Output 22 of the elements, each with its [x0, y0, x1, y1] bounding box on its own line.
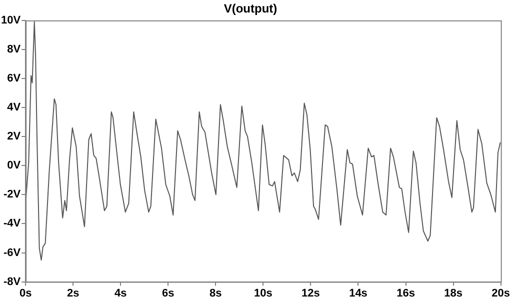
y-tick-label: 8V: [7, 43, 22, 56]
y-tick-label: 6V: [7, 72, 22, 85]
y-tick-label: 10V: [0, 14, 22, 26]
x-tick-label: 20s: [492, 287, 510, 300]
x-tick-label: 16s: [396, 287, 415, 300]
y-tick-label: -8V: [3, 276, 22, 288]
x-tick-label: 4s: [114, 287, 127, 300]
x-tick-label: 6s: [162, 287, 174, 300]
x-tick-label: 2s: [66, 287, 80, 300]
x-tick-label: 12s: [302, 287, 320, 300]
chart-title: V(output): [224, 2, 278, 16]
x-tick-label: 18s: [444, 287, 462, 300]
y-tick-label: 4V: [7, 102, 22, 114]
x-tick-label: 10s: [254, 287, 272, 300]
y-tick-label: -6V: [3, 246, 22, 259]
y-tick-label: 0V: [7, 160, 22, 172]
x-tick-label: 0s: [19, 287, 32, 300]
x-tick-label: 14s: [349, 287, 368, 300]
x-tick-label: 8s: [210, 287, 222, 300]
y-tick-label: 2V: [7, 130, 22, 143]
y-tick-label: -2V: [3, 188, 22, 201]
y-tick-label: -4V: [3, 218, 22, 230]
